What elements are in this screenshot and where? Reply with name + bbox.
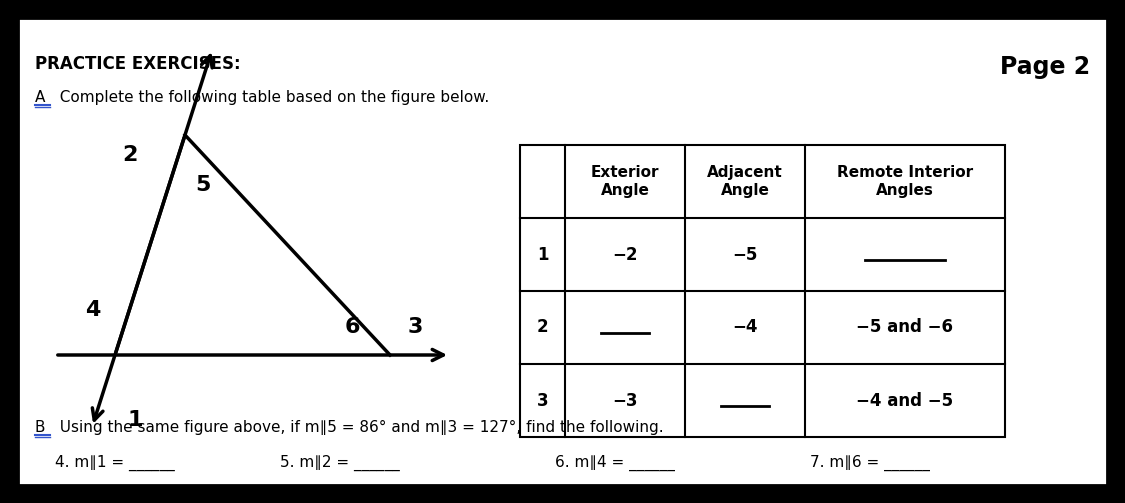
Text: 4: 4 <box>86 300 101 320</box>
Text: 5: 5 <box>196 175 210 195</box>
Text: −4: −4 <box>732 318 758 337</box>
Text: 5. m∥2 = ______: 5. m∥2 = ______ <box>280 455 399 471</box>
Text: PRACTICE EXERCISES:: PRACTICE EXERCISES: <box>35 55 241 73</box>
Text: Page 2: Page 2 <box>1000 55 1090 79</box>
Text: Remote Interior
Angles: Remote Interior Angles <box>837 165 973 198</box>
Text: 1: 1 <box>537 245 548 264</box>
Bar <box>520 145 1005 437</box>
Text: −2: −2 <box>612 245 638 264</box>
Text: −3: −3 <box>612 391 638 409</box>
Text: −5: −5 <box>732 245 758 264</box>
Text: B: B <box>35 420 45 435</box>
Text: −4 and −5: −4 and −5 <box>856 391 954 409</box>
Text: 2: 2 <box>123 145 137 165</box>
Text: 2: 2 <box>537 318 548 337</box>
Text: Using the same figure above, if m∥5 = 86° and m∥3 = 127°, find the following.: Using the same figure above, if m∥5 = 86… <box>50 420 664 435</box>
Text: 3: 3 <box>537 391 548 409</box>
Text: 6: 6 <box>344 317 360 337</box>
Text: Exterior
Angle: Exterior Angle <box>591 165 659 198</box>
Text: Adjacent
Angle: Adjacent Angle <box>708 165 783 198</box>
Text: 7. m∥6 = ______: 7. m∥6 = ______ <box>810 455 930 471</box>
Text: −5 and −6: −5 and −6 <box>856 318 954 337</box>
Text: 6. m∥4 = ______: 6. m∥4 = ______ <box>555 455 675 471</box>
Text: 1: 1 <box>127 410 143 430</box>
Text: 4. m∥1 = ______: 4. m∥1 = ______ <box>55 455 174 471</box>
Text: Complete the following table based on the figure below.: Complete the following table based on th… <box>50 90 489 105</box>
Text: 3: 3 <box>407 317 423 337</box>
Text: A: A <box>35 90 45 105</box>
